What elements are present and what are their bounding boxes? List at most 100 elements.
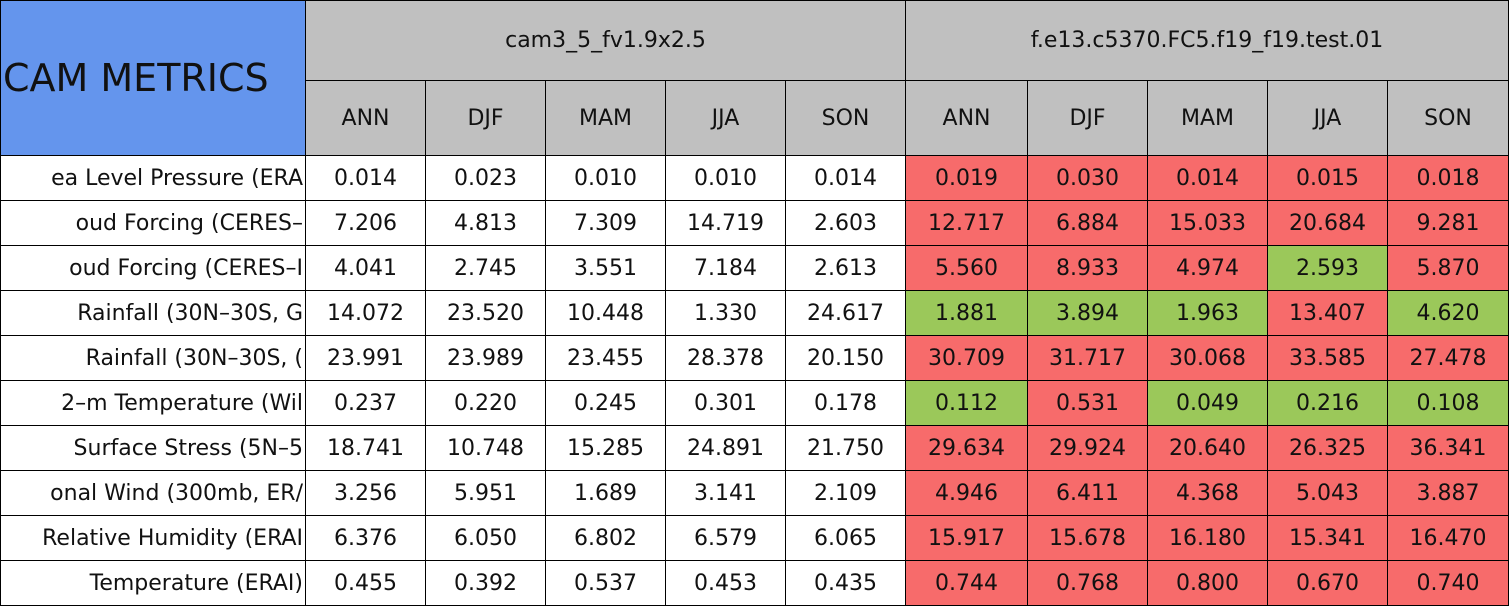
value-cell: 20.150: [785, 335, 906, 381]
row-label: Temperature (ERAI): [0, 560, 306, 606]
row-label: 2–m Temperature (Wil: [0, 380, 306, 426]
season-header: SON: [785, 80, 906, 156]
value-cell: 0.744: [905, 560, 1028, 606]
value-cell: 16.470: [1387, 515, 1509, 561]
value-cell: 6.050: [425, 515, 546, 561]
value-cell: 10.448: [545, 290, 666, 336]
value-cell: 9.281: [1387, 200, 1509, 246]
value-cell: 5.870: [1387, 245, 1509, 291]
value-cell: 0.049: [1147, 380, 1268, 426]
value-cell: 15.341: [1267, 515, 1388, 561]
value-cell: 30.709: [905, 335, 1028, 381]
group-header: cam3_5_fv1.9x2.5: [305, 0, 906, 81]
value-cell: 0.800: [1147, 560, 1268, 606]
row-label: onal Wind (300mb, ER/: [0, 470, 306, 516]
value-cell: 27.478: [1387, 335, 1509, 381]
value-cell: 0.112: [905, 380, 1028, 426]
value-cell: 7.184: [665, 245, 786, 291]
value-cell: 0.023: [425, 155, 546, 201]
value-cell: 10.748: [425, 425, 546, 471]
season-header: JJA: [1267, 80, 1388, 156]
value-cell: 26.325: [1267, 425, 1388, 471]
value-cell: 4.813: [425, 200, 546, 246]
value-cell: 33.585: [1267, 335, 1388, 381]
value-cell: 1.881: [905, 290, 1028, 336]
value-cell: 16.180: [1147, 515, 1268, 561]
value-cell: 0.030: [1027, 155, 1148, 201]
value-cell: 0.108: [1387, 380, 1509, 426]
value-cell: 8.933: [1027, 245, 1148, 291]
season-header: JJA: [665, 80, 786, 156]
value-cell: 0.453: [665, 560, 786, 606]
value-cell: 31.717: [1027, 335, 1148, 381]
value-cell: 14.072: [305, 290, 426, 336]
season-header: MAM: [1147, 80, 1268, 156]
group-header: f.e13.c5370.FC5.f19_f19.test.01: [905, 0, 1509, 81]
row-label: Surface Stress (5N–5: [0, 425, 306, 471]
value-cell: 0.216: [1267, 380, 1388, 426]
value-cell: 0.301: [665, 380, 786, 426]
value-cell: 23.991: [305, 335, 426, 381]
value-cell: 2.745: [425, 245, 546, 291]
value-cell: 12.717: [905, 200, 1028, 246]
value-cell: 6.065: [785, 515, 906, 561]
value-cell: 7.206: [305, 200, 426, 246]
value-cell: 0.392: [425, 560, 546, 606]
value-cell: 5.043: [1267, 470, 1388, 516]
value-cell: 3.256: [305, 470, 426, 516]
value-cell: 29.634: [905, 425, 1028, 471]
value-cell: 24.617: [785, 290, 906, 336]
value-cell: 2.593: [1267, 245, 1388, 291]
value-cell: 2.613: [785, 245, 906, 291]
value-cell: 21.750: [785, 425, 906, 471]
value-cell: 18.741: [305, 425, 426, 471]
value-cell: 6.802: [545, 515, 666, 561]
season-header: ANN: [305, 80, 426, 156]
value-cell: 15.917: [905, 515, 1028, 561]
row-label: oud Forcing (CERES–I: [0, 245, 306, 291]
value-cell: 0.531: [1027, 380, 1148, 426]
value-cell: 15.678: [1027, 515, 1148, 561]
value-cell: 3.551: [545, 245, 666, 291]
season-header: ANN: [905, 80, 1028, 156]
value-cell: 4.041: [305, 245, 426, 291]
value-cell: 36.341: [1387, 425, 1509, 471]
row-label: Relative Humidity (ERAI: [0, 515, 306, 561]
value-cell: 0.014: [1147, 155, 1268, 201]
value-cell: 2.603: [785, 200, 906, 246]
row-label: oud Forcing (CERES–: [0, 200, 306, 246]
value-cell: 6.376: [305, 515, 426, 561]
value-cell: 7.309: [545, 200, 666, 246]
row-label: Rainfall (30N–30S, G: [0, 290, 306, 336]
value-cell: 23.520: [425, 290, 546, 336]
value-cell: 0.670: [1267, 560, 1388, 606]
value-cell: 29.924: [1027, 425, 1148, 471]
value-cell: 5.560: [905, 245, 1028, 291]
value-cell: 6.884: [1027, 200, 1148, 246]
value-cell: 28.378: [665, 335, 786, 381]
value-cell: 0.455: [305, 560, 426, 606]
value-cell: 14.719: [665, 200, 786, 246]
value-cell: 0.014: [305, 155, 426, 201]
value-cell: 4.946: [905, 470, 1028, 516]
value-cell: 3.894: [1027, 290, 1148, 336]
value-cell: 0.014: [785, 155, 906, 201]
value-cell: 3.141: [665, 470, 786, 516]
value-cell: 15.285: [545, 425, 666, 471]
season-header: SON: [1387, 80, 1509, 156]
value-cell: 0.019: [905, 155, 1028, 201]
value-cell: 20.684: [1267, 200, 1388, 246]
value-cell: 1.963: [1147, 290, 1268, 336]
value-cell: 1.330: [665, 290, 786, 336]
value-cell: 20.640: [1147, 425, 1268, 471]
season-header: MAM: [545, 80, 666, 156]
row-label: Rainfall (30N–30S, (: [0, 335, 306, 381]
value-cell: 0.018: [1387, 155, 1509, 201]
value-cell: 4.974: [1147, 245, 1268, 291]
value-cell: 13.407: [1267, 290, 1388, 336]
value-cell: 4.620: [1387, 290, 1509, 336]
value-cell: 30.068: [1147, 335, 1268, 381]
value-cell: 4.368: [1147, 470, 1268, 516]
value-cell: 5.951: [425, 470, 546, 516]
value-cell: 0.220: [425, 380, 546, 426]
